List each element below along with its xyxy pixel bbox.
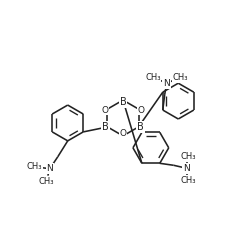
Text: O: O [101, 106, 108, 114]
Text: O: O [120, 129, 126, 138]
Text: CH₃: CH₃ [145, 73, 161, 82]
Text: O: O [138, 106, 145, 114]
Text: N: N [183, 164, 190, 173]
Text: N: N [163, 79, 170, 88]
Text: B: B [120, 97, 126, 107]
Text: CH₃: CH₃ [38, 177, 54, 186]
Text: B: B [102, 122, 109, 132]
Text: CH₃: CH₃ [26, 162, 42, 171]
Text: CH₃: CH₃ [181, 176, 196, 185]
Text: CH₃: CH₃ [173, 73, 188, 82]
Text: B: B [137, 122, 144, 132]
Text: CH₃: CH₃ [181, 152, 196, 161]
Text: N: N [46, 164, 53, 173]
